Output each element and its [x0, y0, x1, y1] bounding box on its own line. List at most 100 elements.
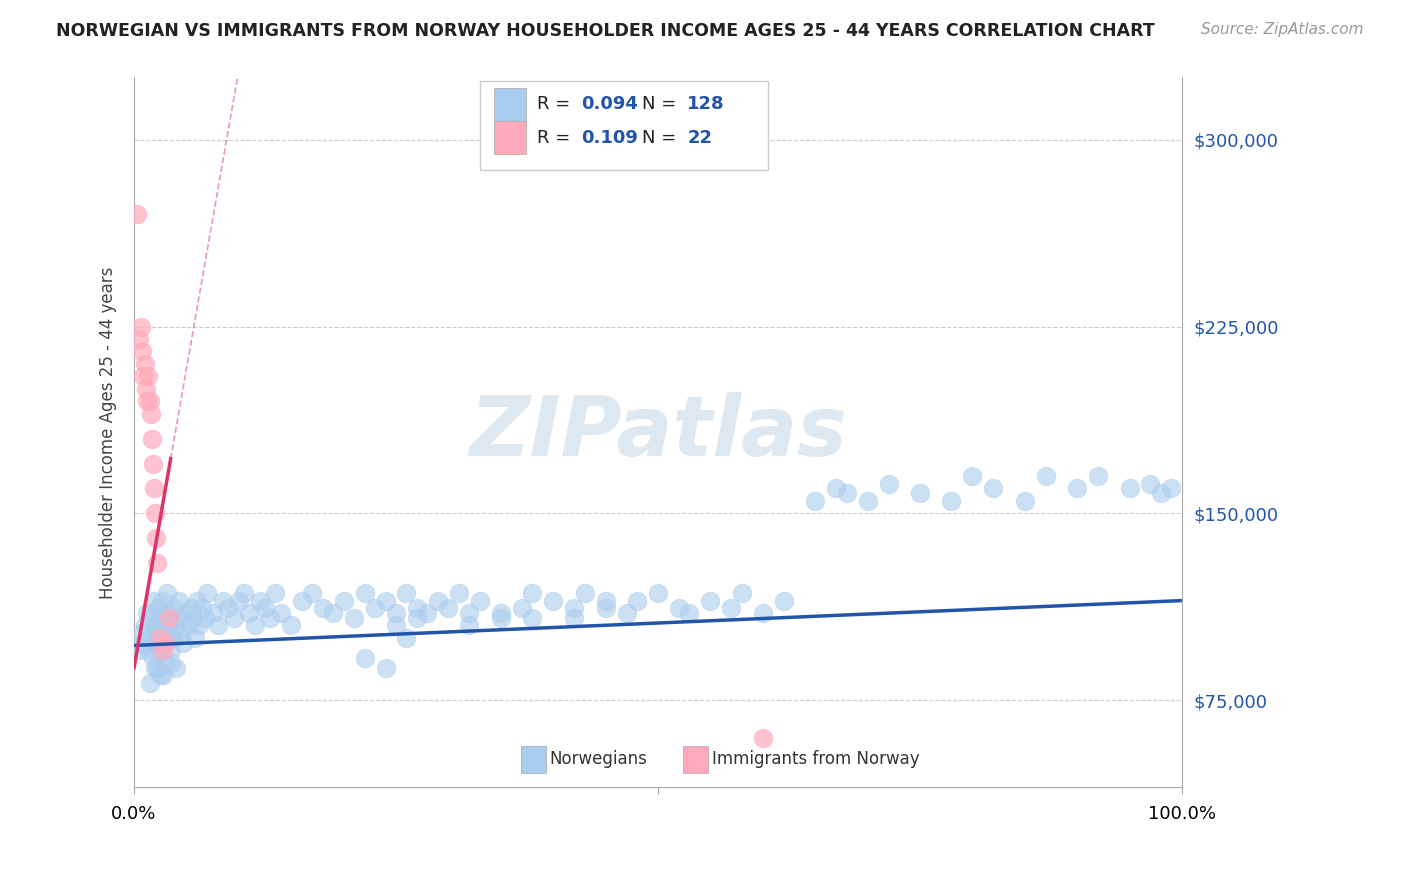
Point [626, 593, 648, 607]
Point [981, 482, 1004, 496]
Point [142, 457, 165, 471]
Point [374, 593, 396, 607]
Text: 22: 22 [688, 128, 713, 147]
Point [270, 606, 292, 620]
Text: ZIPatlas: ZIPatlas [470, 392, 846, 473]
Point [877, 476, 900, 491]
Point [908, 486, 931, 500]
Point [233, 586, 256, 600]
Point [176, 606, 198, 620]
Point [165, 618, 187, 632]
Point [595, 601, 617, 615]
Point [188, 618, 211, 632]
Text: Norwegians: Norwegians [548, 750, 647, 768]
Point [332, 593, 354, 607]
Point [772, 593, 794, 607]
Point [562, 611, 585, 625]
Point [131, 344, 153, 359]
Point [166, 611, 188, 625]
Y-axis label: Householder Income Ages 25 - 44 years: Householder Income Ages 25 - 44 years [100, 266, 117, 599]
Point [228, 593, 250, 607]
Point [201, 606, 224, 620]
Point [195, 586, 218, 600]
Point [253, 601, 276, 615]
FancyBboxPatch shape [479, 81, 768, 169]
Point [835, 486, 858, 500]
Point [395, 631, 418, 645]
Point [243, 618, 266, 632]
Point [264, 586, 287, 600]
Point [249, 593, 271, 607]
FancyBboxPatch shape [520, 747, 546, 772]
Point [132, 636, 155, 650]
Point [143, 636, 166, 650]
Point [1014, 494, 1036, 508]
Point [311, 601, 333, 615]
Point [152, 643, 174, 657]
Point [668, 601, 690, 615]
Point [128, 332, 150, 346]
Point [825, 482, 848, 496]
Point [301, 586, 323, 600]
Point [1150, 486, 1173, 500]
Point [217, 601, 239, 615]
Point [155, 606, 177, 620]
Point [752, 731, 775, 745]
Point [139, 675, 162, 690]
Point [522, 611, 544, 625]
Point [159, 656, 181, 670]
Point [145, 618, 167, 632]
Point [181, 611, 204, 625]
Point [699, 593, 721, 607]
Text: NORWEGIAN VS IMMIGRANTS FROM NORWAY HOUSEHOLDER INCOME AGES 25 - 44 YEARS CORREL: NORWEGIAN VS IMMIGRANTS FROM NORWAY HOUS… [56, 22, 1154, 40]
Point [152, 668, 174, 682]
FancyBboxPatch shape [495, 121, 526, 154]
Point [142, 482, 165, 496]
Point [194, 611, 217, 625]
Point [172, 636, 194, 650]
Point [135, 606, 157, 620]
Point [146, 631, 169, 645]
Point [616, 606, 638, 620]
Point [153, 618, 176, 632]
Point [731, 586, 754, 600]
Point [426, 593, 449, 607]
Point [162, 631, 184, 645]
Point [1160, 482, 1182, 496]
Text: Immigrants from Norway: Immigrants from Norway [713, 750, 920, 768]
Point [146, 661, 169, 675]
Point [395, 586, 418, 600]
Point [150, 593, 173, 607]
Point [155, 586, 177, 600]
Point [136, 369, 159, 384]
Point [1118, 482, 1140, 496]
Point [562, 601, 585, 615]
Point [180, 601, 202, 615]
Point [149, 611, 172, 625]
Point [385, 606, 408, 620]
Point [163, 601, 186, 615]
Point [353, 651, 375, 665]
Point [510, 601, 533, 615]
Point [489, 606, 512, 620]
Point [1035, 469, 1057, 483]
Point [238, 606, 260, 620]
Point [146, 556, 169, 570]
Point [437, 601, 460, 615]
Point [157, 611, 180, 625]
Point [259, 611, 281, 625]
FancyBboxPatch shape [495, 88, 526, 120]
Point [135, 382, 157, 396]
Point [139, 631, 162, 645]
Point [135, 394, 157, 409]
Point [343, 611, 366, 625]
Point [212, 593, 235, 607]
Point [127, 207, 149, 221]
Point [416, 606, 439, 620]
Point [468, 593, 491, 607]
Point [406, 611, 429, 625]
Point [134, 357, 156, 371]
Point [291, 593, 314, 607]
Point [170, 626, 193, 640]
Point [177, 618, 200, 632]
